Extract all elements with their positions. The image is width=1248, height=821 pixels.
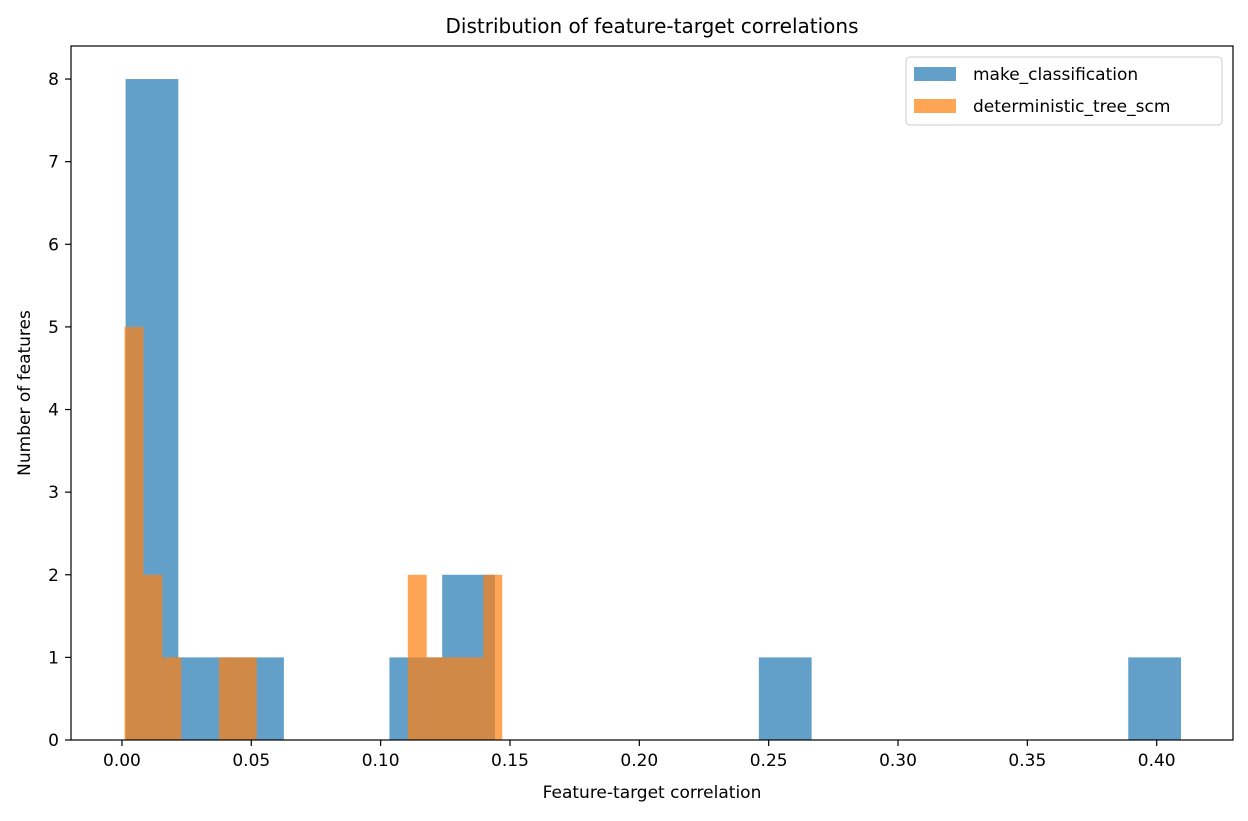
x-axis-label: Feature-target correlation [543, 783, 762, 803]
axes-layer: 0.00 0.05 0.10 0.15 0.20 0.25 0.30 0.35 0.40 0 1 2 3… [48, 45, 1234, 771]
series-make_classification [125, 79, 1182, 741]
legend: make_classification deterministic_tree_sc… [905, 56, 1223, 126]
legend-label: make_classification [973, 65, 1138, 85]
histogram-bar [162, 657, 182, 740]
y-axis-label: Number of features [15, 310, 35, 476]
y-tick-label: 6 [48, 235, 59, 255]
y-tick-label: 3 [48, 483, 59, 503]
y-tick-label: 5 [48, 318, 59, 338]
x-tick-label: 0.00 [103, 751, 141, 771]
legend-box [905, 56, 1223, 126]
y-tick-label: 8 [48, 70, 59, 90]
histogram-bar [426, 657, 446, 740]
y-tick-label: 0 [48, 731, 59, 751]
y-tick-label: 2 [48, 566, 59, 586]
x-tick-label: 0.15 [491, 751, 529, 771]
x-tick-label: 0.30 [879, 751, 917, 771]
x-tick-label: 0.25 [750, 751, 788, 771]
histogram-bar [124, 326, 144, 740]
legend-swatch [914, 67, 956, 81]
bars-layer [124, 79, 1182, 741]
y-tick-label: 1 [48, 648, 59, 668]
x-tick-label: 0.40 [1138, 751, 1176, 771]
x-tick-label: 0.05 [232, 751, 270, 771]
series-deterministic_tree_scm [124, 326, 503, 740]
chart-title: Distribution of feature-target correlati… [446, 14, 859, 38]
x-tick-label: 0.20 [620, 751, 658, 771]
y-tick-label: 7 [48, 153, 59, 173]
histogram-bar [407, 574, 427, 740]
legend-swatch [914, 99, 956, 113]
histogram-bar [218, 657, 238, 740]
histogram-bar [143, 574, 163, 740]
histogram-bar [1128, 657, 1182, 740]
x-tick-label: 0.35 [1008, 751, 1046, 771]
histogram-bar [483, 574, 503, 740]
plot-frame [70, 45, 1234, 741]
histogram-bar [445, 657, 465, 740]
legend-label: deterministic_tree_scm [973, 97, 1170, 117]
y-tick-label: 4 [48, 401, 59, 421]
histogram-bar [237, 657, 257, 740]
histogram-bar [758, 657, 812, 740]
x-tick-label: 0.10 [362, 751, 400, 771]
histogram-bar [464, 657, 484, 740]
